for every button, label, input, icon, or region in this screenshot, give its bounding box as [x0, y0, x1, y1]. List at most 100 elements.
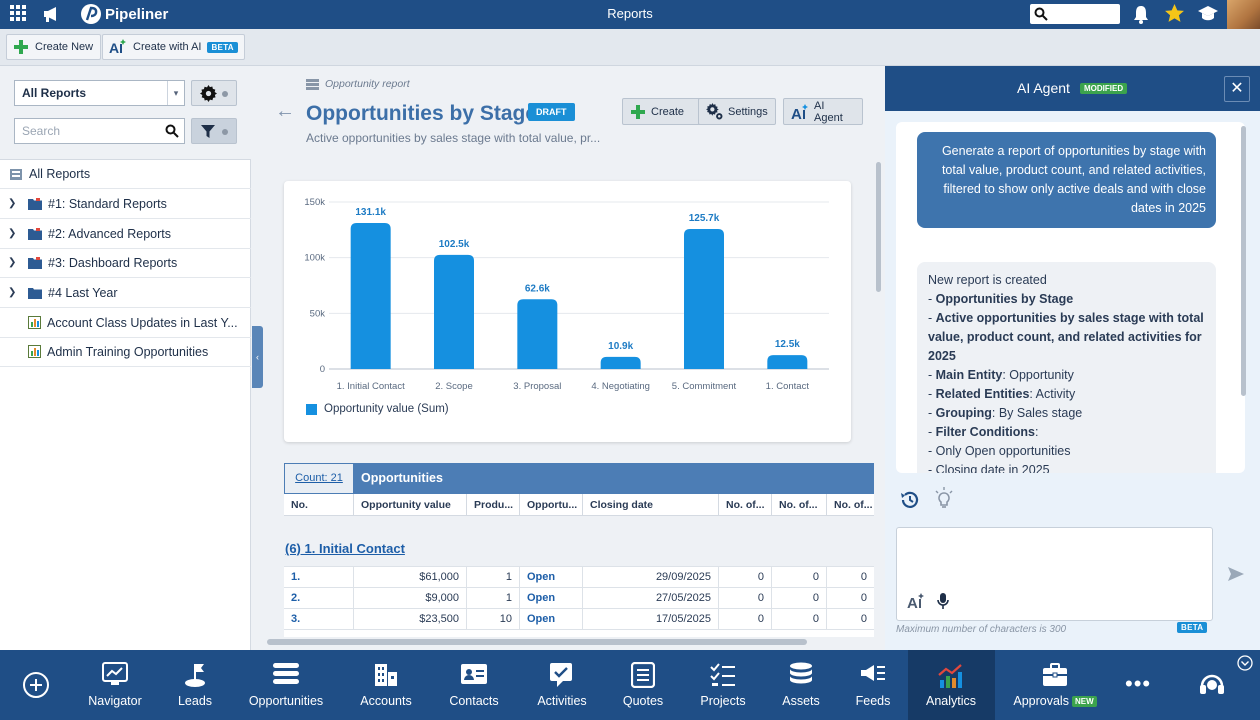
status-cell[interactable]: Open [520, 567, 583, 587]
column-header[interactable]: No. of... [719, 494, 772, 516]
apps-grid-icon[interactable] [9, 4, 27, 22]
create-new-button[interactable]: Create New [6, 34, 101, 60]
chevron-down-icon[interactable]: ❯ [8, 228, 17, 239]
chevron-down-icon[interactable]: ▾ [167, 81, 184, 105]
tree-item-account-class-updates[interactable]: Account Class Updates in Last Y... [0, 308, 251, 338]
tree-item-admin-training[interactable]: Admin Training Opportunities [0, 337, 251, 367]
column-header[interactable]: No. of... [834, 499, 873, 511]
opportunity-value-cell: $9,000 [354, 588, 467, 608]
chart-bar[interactable] [434, 254, 474, 369]
column-header[interactable]: Closing date [583, 494, 719, 516]
column-header[interactable]: Opportunity value [354, 494, 467, 516]
beta-badge: BETA [1177, 622, 1208, 633]
column-header[interactable]: No. [284, 494, 354, 516]
settings-button[interactable]: Settings [698, 98, 776, 125]
count-cell: 0 [772, 588, 827, 608]
ai-prompt-input[interactable]: A [896, 527, 1213, 621]
agent-line-key: Grouping [935, 406, 992, 420]
horizontal-scrollbar[interactable] [267, 639, 807, 645]
chart-bar[interactable] [517, 299, 558, 369]
headset-icon[interactable] [1197, 670, 1227, 700]
nav-item-navigator[interactable]: Navigator [67, 650, 163, 720]
chevron-down-icon[interactable]: ❯ [8, 198, 17, 209]
nav-item-leads[interactable]: Leads [147, 650, 243, 720]
add-circle-icon[interactable] [22, 671, 50, 699]
create-with-ai-button[interactable]: A Create with AI BETA [102, 34, 245, 60]
agent-message-line: - Active opportunities by sales stage wi… [928, 311, 1204, 363]
table-row[interactable]: 2. $9,000 1 Open 27/05/2025 0 0 0 [284, 587, 874, 608]
report-icon [28, 316, 41, 329]
closing-date-cell: 17/05/2025 [583, 609, 719, 629]
sidebar-search-input[interactable]: Search [14, 118, 185, 144]
microphone-icon[interactable] [936, 592, 950, 610]
global-search-input[interactable] [1030, 4, 1120, 24]
search-icon[interactable] [165, 124, 179, 138]
star-icon[interactable] [1164, 3, 1185, 24]
tree-item-standard-reports[interactable]: ❯ #1: Standard Reports [0, 189, 251, 219]
nav-item-projects[interactable]: Projects [675, 650, 771, 720]
bell-icon[interactable] [1132, 5, 1150, 24]
chart-bar[interactable] [600, 356, 641, 369]
group-title-link[interactable]: (6) 1. Initial Contact [285, 541, 405, 556]
ai-icon[interactable]: A [907, 592, 925, 610]
user-avatar[interactable] [1227, 0, 1260, 29]
vertical-scrollbar[interactable] [876, 162, 881, 292]
nav-item-feeds[interactable]: Feeds [825, 650, 921, 720]
chevron-circle-down-icon[interactable] [1237, 655, 1253, 671]
agent-message-line: - Only Open opportunities [928, 444, 1071, 458]
tree-item-advanced-reports[interactable]: ❯ #2: Advanced Reports [0, 219, 251, 249]
ai-agent-button[interactable]: A AI Agent [783, 98, 863, 125]
send-icon[interactable] [1227, 566, 1245, 582]
column-headers: No. Opportunity value Produ... Opportu..… [284, 494, 874, 516]
nav-item-assets[interactable]: Assets [753, 650, 849, 720]
table-row[interactable]: 3. $23,500 10 Open 17/05/2025 0 0 0 [284, 608, 874, 629]
graduation-cap-icon[interactable] [1197, 5, 1219, 23]
column-header[interactable]: Opportu... [520, 494, 583, 516]
tree-item-last-year[interactable]: ❯ #4 Last Year [0, 278, 251, 308]
nav-item-label: Quotes [622, 694, 664, 708]
nav-item-analytics[interactable]: Analytics [907, 650, 995, 720]
nav-item-activities[interactable]: Activities [514, 650, 610, 720]
agent-message-line: - Filter Conditions: [928, 425, 1039, 439]
create-button-label: Create [651, 105, 685, 118]
report-filter-value: All Reports [22, 86, 87, 100]
column-header[interactable]: Produ... [467, 494, 520, 516]
gears-icon [706, 103, 723, 120]
row-number: 2. [284, 588, 354, 608]
collapse-sidebar-button[interactable]: ‹ [252, 326, 263, 388]
history-icon[interactable] [899, 489, 921, 511]
chevron-down-icon[interactable]: ❯ [8, 287, 17, 298]
settings-dropdown-button[interactable] [191, 80, 237, 106]
chart-bar[interactable] [350, 223, 391, 369]
bar-value-label: 125.7k [689, 213, 720, 224]
nav-item-quotes[interactable]: Quotes [595, 650, 691, 720]
navigator-icon [102, 662, 128, 686]
chart-bar[interactable] [684, 229, 724, 369]
table-row[interactable]: 1. $61,000 1 Open 29/09/2025 0 0 0 [284, 566, 874, 587]
status-cell[interactable]: Open [520, 609, 583, 629]
chart-bar[interactable] [767, 355, 808, 369]
close-icon[interactable]: ✕ [1224, 76, 1250, 102]
closing-date-cell: 27/05/2025 [583, 588, 719, 608]
chevron-down-icon[interactable]: ❯ [8, 257, 17, 268]
chart-legend: Opportunity value (Sum) [306, 403, 449, 415]
chat-scrollbar[interactable] [1241, 126, 1246, 396]
status-cell[interactable]: Open [520, 588, 583, 608]
nav-item-contacts[interactable]: Contacts [426, 650, 522, 720]
lightbulb-icon[interactable] [933, 487, 955, 511]
filter-button[interactable] [191, 118, 237, 144]
search-placeholder: Search [22, 124, 61, 138]
agent-line-value: : [1034, 425, 1039, 439]
nav-item-opportunities[interactable]: Opportunities [238, 650, 334, 720]
nav-item-approvals[interactable]: Approvals NEW [1007, 650, 1103, 720]
column-header[interactable]: No. of... [772, 494, 827, 516]
back-arrow-icon[interactable]: ← [275, 100, 295, 122]
megaphone-icon[interactable] [42, 5, 62, 23]
nav-item-accounts[interactable]: Accounts [338, 650, 434, 720]
count-link[interactable]: Count: 21 [284, 463, 354, 494]
report-filter-select[interactable]: All Reports ▾ [14, 80, 185, 106]
more-icon[interactable]: ••• [1125, 671, 1152, 696]
tree-item-all-reports[interactable]: All Reports [0, 159, 251, 189]
agent-line-key: Filter Conditions [935, 425, 1035, 439]
tree-item-dashboard-reports[interactable]: ❯ #3: Dashboard Reports [0, 248, 251, 278]
